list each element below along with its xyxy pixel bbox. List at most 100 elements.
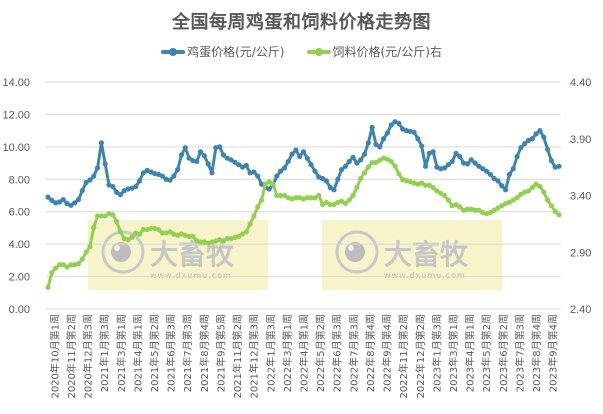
data-point[interactable] (548, 158, 554, 164)
data-point[interactable] (60, 262, 66, 268)
data-point[interactable] (506, 199, 513, 205)
data-point[interactable] (148, 225, 154, 232)
data-point[interactable] (236, 233, 242, 239)
data-point[interactable] (114, 219, 120, 225)
data-point[interactable] (556, 163, 562, 169)
data-point[interactable] (117, 229, 124, 235)
data-point[interactable] (60, 196, 66, 203)
data-point[interactable] (499, 183, 505, 189)
data-point[interactable] (53, 265, 59, 271)
data-point[interactable] (518, 145, 524, 151)
legend-item-egg[interactable]: 鸡蛋价格(元/公斤) (161, 43, 285, 60)
data-point[interactable] (361, 151, 368, 157)
legend-item-feed[interactable]: 饲料价格(元/公斤)右 (306, 43, 442, 60)
data-point[interactable] (518, 191, 524, 197)
data-point[interactable] (392, 163, 398, 169)
data-point[interactable] (262, 181, 268, 187)
data-point[interactable] (457, 153, 463, 160)
data-point[interactable] (224, 236, 230, 242)
data-point[interactable] (194, 158, 200, 165)
data-point[interactable] (297, 153, 303, 160)
data-point[interactable] (373, 159, 379, 166)
data-point[interactable] (426, 182, 432, 188)
data-point[interactable] (258, 181, 265, 187)
data-point[interactable] (533, 131, 539, 137)
data-point[interactable] (422, 182, 429, 188)
data-point[interactable] (396, 120, 402, 126)
data-point[interactable] (472, 207, 478, 213)
data-point[interactable] (457, 204, 463, 210)
data-point[interactable] (136, 231, 143, 237)
data-point[interactable] (167, 177, 173, 183)
data-point[interactable] (140, 226, 146, 233)
data-point[interactable] (331, 187, 337, 193)
data-point[interactable] (506, 171, 513, 178)
data-point[interactable] (354, 184, 360, 191)
data-point[interactable] (64, 264, 70, 270)
data-point[interactable] (243, 162, 249, 169)
data-point[interactable] (441, 165, 448, 171)
data-point[interactable] (323, 178, 329, 184)
data-point[interactable] (68, 202, 74, 208)
data-point[interactable] (266, 179, 272, 185)
data-point[interactable] (464, 206, 471, 212)
data-point[interactable] (480, 166, 486, 172)
data-point[interactable] (537, 183, 543, 190)
data-point[interactable] (533, 181, 539, 187)
data-point[interactable] (293, 147, 299, 153)
data-point[interactable] (487, 209, 493, 216)
data-point[interactable] (159, 230, 166, 236)
data-point[interactable] (45, 194, 51, 200)
data-point[interactable] (430, 184, 436, 191)
data-point[interactable] (445, 162, 452, 168)
data-point[interactable] (220, 238, 227, 244)
data-point[interactable] (514, 153, 520, 160)
data-point[interactable] (239, 231, 246, 237)
data-point[interactable] (205, 161, 211, 167)
data-point[interactable] (411, 129, 417, 135)
data-point[interactable] (201, 153, 207, 159)
data-point[interactable] (197, 239, 204, 245)
data-point[interactable] (83, 179, 89, 186)
data-point[interactable] (45, 284, 51, 291)
data-point[interactable] (114, 189, 120, 195)
data-point[interactable] (49, 197, 55, 203)
data-point[interactable] (544, 146, 551, 152)
data-point[interactable] (331, 201, 337, 208)
data-point[interactable] (495, 178, 501, 184)
data-point[interactable] (190, 233, 196, 239)
data-point[interactable] (369, 159, 375, 166)
data-point[interactable] (358, 157, 364, 163)
data-point[interactable] (209, 170, 215, 176)
data-point[interactable] (327, 184, 333, 190)
data-point[interactable] (125, 237, 131, 243)
data-point[interactable] (266, 186, 272, 192)
data-point[interactable] (228, 157, 234, 163)
data-point[interactable] (255, 173, 261, 179)
data-point[interactable] (75, 261, 82, 267)
data-point[interactable] (529, 136, 535, 142)
data-point[interactable] (472, 160, 478, 166)
data-point[interactable] (449, 158, 455, 165)
data-point[interactable] (56, 262, 63, 268)
data-point[interactable] (87, 243, 93, 250)
data-point[interactable] (388, 122, 394, 128)
data-point[interactable] (491, 207, 497, 213)
data-point[interactable] (377, 157, 383, 163)
data-point[interactable] (136, 178, 143, 184)
data-point[interactable] (430, 149, 436, 155)
data-point[interactable] (220, 152, 227, 158)
data-point[interactable] (319, 201, 326, 208)
data-point[interactable] (541, 134, 547, 140)
data-point[interactable] (278, 168, 284, 174)
data-point[interactable] (476, 207, 482, 213)
data-point[interactable] (140, 170, 146, 176)
data-point[interactable] (129, 234, 135, 241)
data-point[interactable] (419, 180, 425, 186)
data-point[interactable] (537, 128, 543, 134)
data-point[interactable] (491, 175, 497, 182)
data-point[interactable] (476, 163, 482, 169)
data-point[interactable] (384, 156, 390, 162)
data-point[interactable] (361, 170, 368, 176)
data-point[interactable] (68, 262, 74, 268)
